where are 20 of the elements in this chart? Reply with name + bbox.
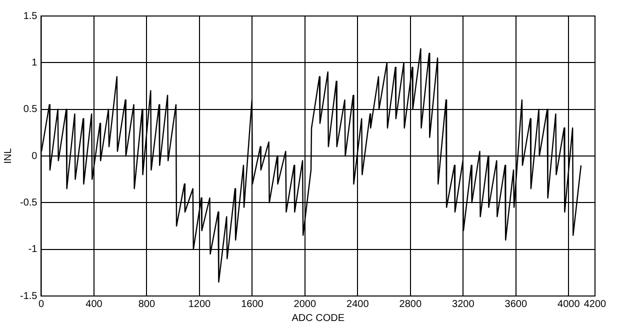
y-tick-label: 1.5 [23, 10, 38, 22]
x-tick-label: 4200 [584, 298, 607, 310]
y-tick-label: -1 [28, 244, 38, 256]
x-tick-label: 2800 [399, 298, 422, 310]
x-tick-label: 3600 [504, 298, 528, 310]
x-tick-label: 400 [86, 298, 103, 310]
y-tick-label: -0.5 [20, 197, 38, 208]
x-tick-label: 1200 [188, 298, 212, 310]
y-tick-label: 1 [32, 57, 38, 68]
y-tick-label: 0.5 [23, 104, 38, 116]
x-tick-label: 3200 [452, 298, 475, 310]
y-tick-label: 0 [32, 150, 38, 162]
x-tick-label: 2400 [346, 298, 370, 310]
x-tick-label: 800 [138, 298, 156, 310]
x-tick-label: 2000 [294, 298, 316, 310]
y-tick-label: -1.5 [20, 290, 38, 302]
x-tick-label: 1600 [241, 298, 264, 310]
y-axis-title: INL [2, 148, 14, 164]
x-axis-title: ADC CODE [292, 312, 345, 324]
x-tick-label: 4000 [558, 298, 580, 310]
